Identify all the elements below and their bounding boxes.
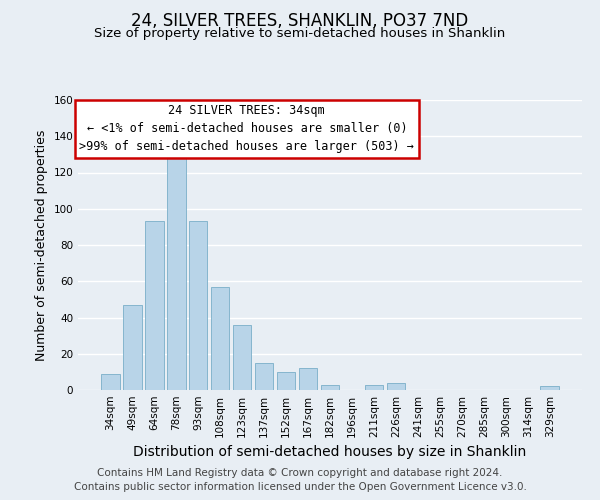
Bar bbox=[255, 363, 274, 390]
Bar bbox=[145, 222, 164, 390]
Bar bbox=[299, 368, 317, 390]
Y-axis label: Number of semi-detached properties: Number of semi-detached properties bbox=[35, 130, 48, 360]
X-axis label: Distribution of semi-detached houses by size in Shanklin: Distribution of semi-detached houses by … bbox=[133, 446, 527, 460]
Bar bbox=[386, 383, 405, 390]
Bar bbox=[101, 374, 119, 390]
Text: 24 SILVER TREES: 34sqm
← <1% of semi-detached houses are smaller (0)
>99% of sem: 24 SILVER TREES: 34sqm ← <1% of semi-det… bbox=[79, 104, 414, 154]
Text: 24, SILVER TREES, SHANKLIN, PO37 7ND: 24, SILVER TREES, SHANKLIN, PO37 7ND bbox=[131, 12, 469, 30]
Bar bbox=[211, 286, 229, 390]
Text: Size of property relative to semi-detached houses in Shanklin: Size of property relative to semi-detach… bbox=[94, 28, 506, 40]
Bar bbox=[123, 305, 142, 390]
Bar bbox=[541, 386, 559, 390]
Bar bbox=[320, 384, 340, 390]
Bar bbox=[277, 372, 295, 390]
Bar bbox=[189, 222, 208, 390]
Bar bbox=[365, 384, 383, 390]
Bar bbox=[167, 158, 185, 390]
Text: Contains HM Land Registry data © Crown copyright and database right 2024.
Contai: Contains HM Land Registry data © Crown c… bbox=[74, 468, 526, 492]
Bar bbox=[233, 325, 251, 390]
